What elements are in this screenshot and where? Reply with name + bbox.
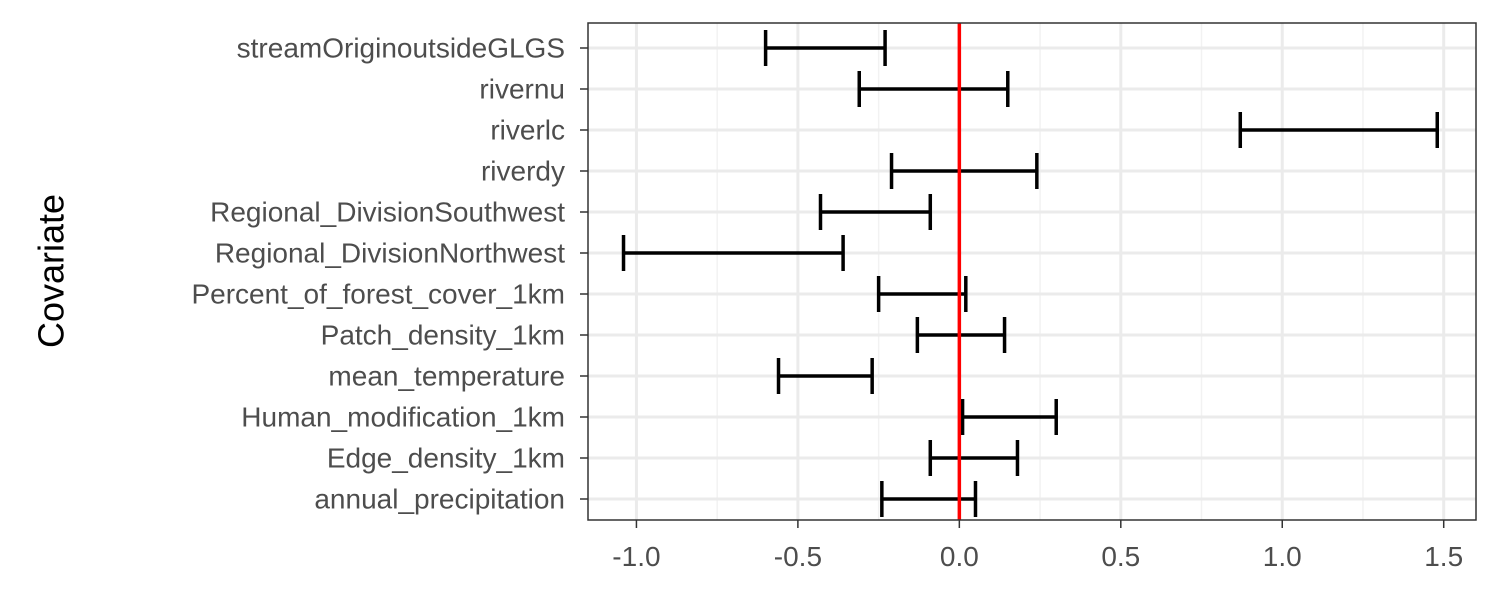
x-tick-label: 0.0 [940, 541, 979, 572]
x-tick-label: 1.0 [1263, 541, 1302, 572]
x-tick-label: 0.5 [1101, 541, 1140, 572]
y-tick-label: riverdy [481, 156, 565, 187]
x-tick-label: 1.5 [1424, 541, 1463, 572]
error-bar [857, 71, 1010, 107]
y-tick-label: rivernu [479, 74, 565, 105]
y-tick-label: riverlc [490, 115, 565, 146]
error-bar [763, 30, 887, 66]
y-axis-ticks: streamOriginoutsideGLGS rivernu riverlc riv… [191, 33, 588, 515]
x-axis-ticks: -1.0 -0.5 0.0 0.5 1.0 1.5 [612, 520, 1463, 572]
y-tick-label: Edge_density_1km [327, 443, 565, 474]
y-tick-label: mean_temperature [328, 361, 565, 392]
plot-panel-border [587, 22, 1477, 521]
y-tick-label: Patch_density_1km [321, 320, 565, 351]
y-tick-label: Regional_DivisionSouthwest [210, 197, 565, 228]
x-tick-label: -0.5 [774, 541, 822, 572]
error-bar [876, 276, 968, 312]
y-tick-label: Regional_DivisionNorthwest [215, 238, 565, 269]
error-bars [621, 30, 1440, 517]
error-bar [928, 440, 1020, 476]
y-tick-label: streamOriginoutsideGLGS [237, 33, 565, 64]
error-bar [889, 153, 1039, 189]
error-bar [1238, 112, 1440, 148]
error-bar [818, 194, 933, 230]
error-bar [776, 358, 874, 394]
plot-panel-background [588, 23, 1476, 520]
x-tick-label: -1.0 [612, 541, 660, 572]
error-bar [621, 235, 845, 271]
y-axis-title: Covariate [31, 194, 72, 348]
y-tick-label: Percent_of_forest_cover_1km [191, 279, 565, 310]
error-bar [960, 399, 1058, 435]
y-tick-label: annual_precipitation [314, 484, 565, 515]
y-tick-label: Human_modification_1km [241, 402, 565, 433]
